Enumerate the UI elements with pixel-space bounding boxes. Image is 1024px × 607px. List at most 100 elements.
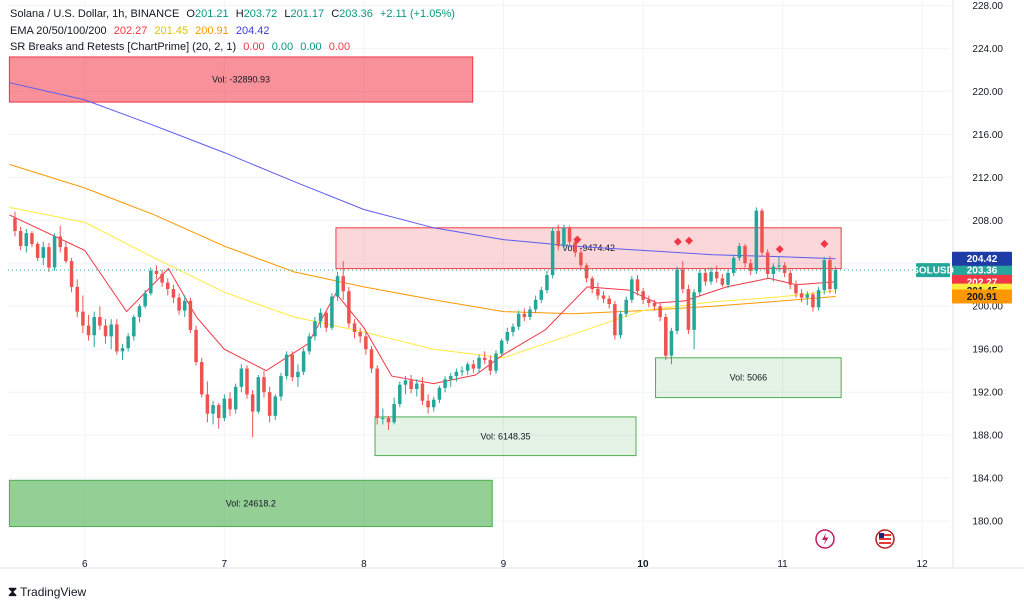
candle-body [47, 247, 51, 268]
candle-body [437, 387, 442, 400]
candle-body [788, 272, 793, 285]
candle-body [499, 340, 504, 354]
candle-body [81, 311, 85, 326]
candle-body [794, 284, 798, 294]
candle-body [177, 297, 181, 311]
candle-body [347, 291, 351, 324]
candle-body [301, 351, 306, 372]
tradingview-logo-icon: ⧗ [8, 584, 18, 599]
lightning-glyph [822, 533, 829, 545]
candle-body [697, 272, 702, 293]
candle-body [109, 324, 113, 337]
price-tick-label: 200.00 [972, 302, 1003, 313]
candle-body [245, 368, 249, 395]
candle-body [828, 260, 832, 290]
candle-body [409, 380, 413, 389]
candle-body [833, 270, 838, 290]
legend-ema-row[interactable]: EMA 20/50/100/200 202.27 201.45 200.91 2… [10, 25, 274, 37]
time-tick-label: 10 [637, 559, 649, 570]
candle-body [194, 329, 198, 363]
candle-body [630, 279, 634, 300]
candle-body [41, 247, 46, 258]
candle-body [596, 289, 600, 296]
candle-body [58, 236, 63, 248]
ema100-value: 200.91 [195, 25, 229, 37]
price-tick-label: 188.00 [972, 431, 1003, 442]
candle-body [692, 292, 696, 330]
candle-body [205, 394, 210, 414]
candle-body [228, 398, 232, 410]
candle-body [533, 299, 538, 310]
price-badge [952, 251, 1012, 266]
candle-body [398, 384, 402, 405]
flag-stripe-icon [879, 534, 891, 536]
candle-body [590, 278, 594, 290]
ema-line-ema20 [9, 214, 836, 385]
candle-body [149, 270, 153, 294]
candle-body [64, 247, 68, 262]
price-tick-label: 224.00 [972, 44, 1003, 55]
candle-body [120, 348, 125, 352]
candle-body [386, 417, 391, 423]
ema-line-ema50 [9, 206, 836, 359]
candle-body [24, 233, 29, 247]
time-axis[interactable]: 6 7 8 9 10 11 12 [0, 559, 1024, 570]
candle-body [647, 299, 651, 304]
price-tick-label: 192.00 [972, 388, 1003, 399]
sr-zone-label: Vol: 5066 [730, 373, 768, 383]
candle-body [115, 324, 119, 352]
candle-body [352, 323, 357, 333]
candle-body [75, 286, 79, 312]
candle-body [799, 293, 804, 298]
candle-body [137, 306, 142, 317]
sr-zone-label: Vol: -32890.93 [212, 75, 270, 85]
symbol-badge [916, 263, 950, 278]
candle-body [420, 383, 425, 401]
candle-body [222, 398, 227, 418]
candle-body [403, 380, 408, 385]
candle-body [579, 252, 583, 266]
ema-line-ema200 [9, 82, 836, 260]
candle-body [166, 282, 170, 290]
price-badge-value: 204.42 [967, 254, 998, 265]
candle-body [477, 357, 481, 369]
ema-label: EMA 20/50/100/200 [10, 25, 107, 37]
candle-body [748, 263, 753, 271]
time-tick-label: 7 [222, 559, 228, 570]
symbol-title: Solana / U.S. Dollar, 1h, BINANCE [10, 8, 180, 20]
candle-body [392, 404, 396, 423]
candle-body [69, 261, 74, 287]
price-tick-label: 216.00 [972, 130, 1003, 141]
candle-body [273, 396, 278, 416]
price-axis[interactable]: 228.00 224.00 220.00 216.00 212.00 208.00 204.… [952, 0, 1003, 568]
time-tick-label: 12 [917, 559, 929, 570]
tradingview-logo-text: TradingView [20, 585, 87, 599]
candle-body [330, 296, 334, 328]
time-tick-label: 8 [361, 559, 367, 570]
candle-body [505, 332, 510, 341]
sr-value-3: 0.00 [300, 41, 322, 53]
legend-sr-row[interactable]: SR Breaks and Retests [ChartPrime] (20, … [10, 41, 354, 53]
candle-body [443, 379, 447, 388]
candle-body [267, 392, 272, 416]
sr-zone [8, 479, 493, 528]
candle-body [211, 405, 215, 414]
ema-line-ema100 [9, 163, 836, 315]
time-tick-label: 11 [777, 559, 788, 570]
candle-body [13, 218, 17, 232]
low-value: 201.17 [290, 8, 325, 20]
candle-body [816, 290, 821, 308]
price-tick-label: 184.00 [972, 474, 1003, 485]
legend-symbol-row[interactable]: Solana / U.S. Dollar, 1h, BINANCE O201.2… [10, 8, 459, 20]
flag-canton-icon [879, 533, 884, 538]
candle-body [562, 227, 566, 247]
candle-body [482, 357, 487, 360]
candle-body [811, 294, 815, 308]
tradingview-logo[interactable]: ⧗ TradingView [8, 584, 86, 600]
candle-body [454, 371, 459, 377]
candle-body [30, 233, 34, 244]
candle-body [573, 241, 577, 253]
candle-body [86, 325, 91, 336]
ema50-value: 201.45 [154, 25, 189, 37]
